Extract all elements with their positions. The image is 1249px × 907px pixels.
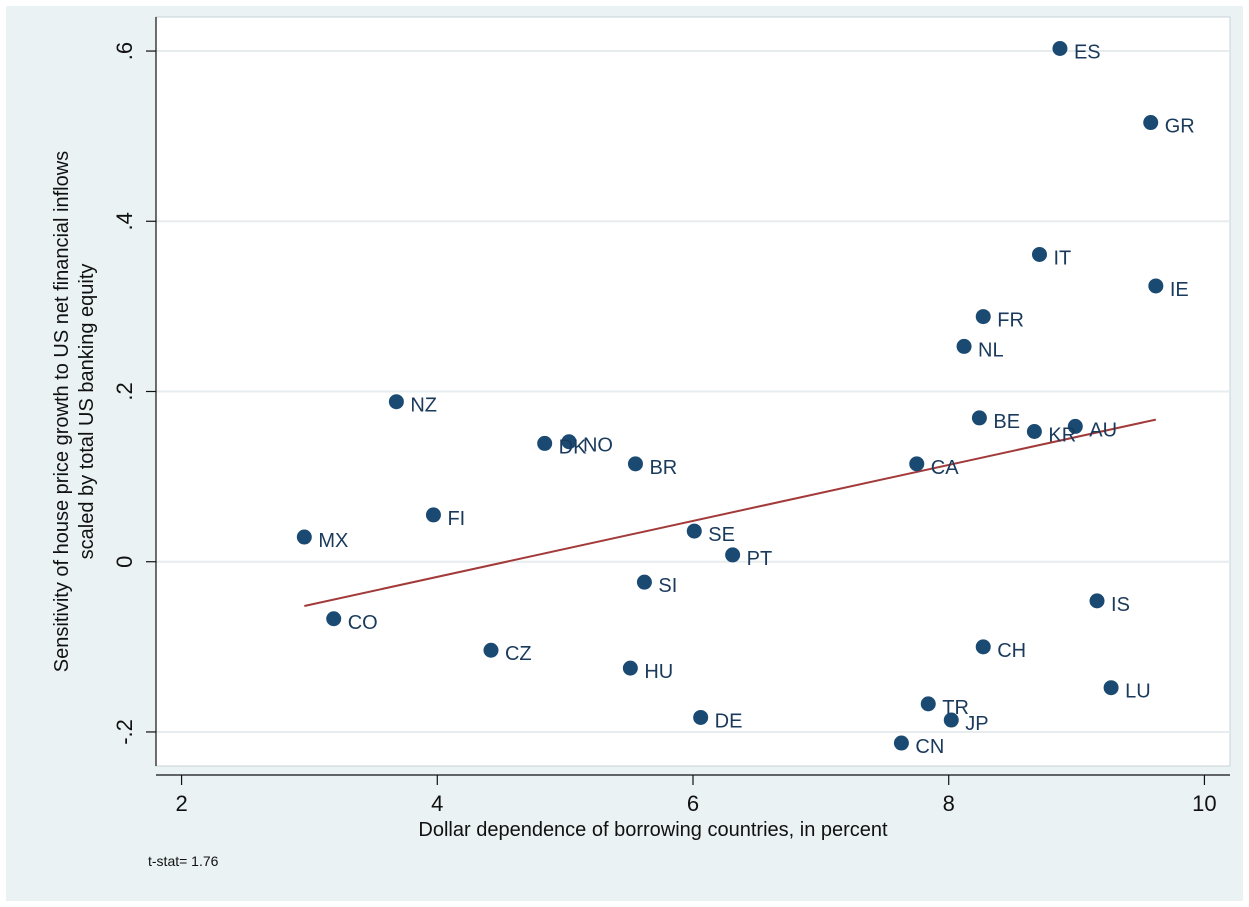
axes: -.2 0 .2 .4 .6 2 4 6 8 10 bbox=[112, 17, 1230, 816]
x-tick-label: 2 bbox=[175, 791, 187, 816]
gridlines bbox=[156, 50, 1230, 733]
x-tick-label: 8 bbox=[943, 791, 955, 816]
data-point bbox=[725, 547, 741, 563]
data-point bbox=[975, 309, 991, 325]
point-label: FR bbox=[997, 310, 1024, 332]
data-point bbox=[296, 529, 312, 545]
data-point bbox=[326, 611, 342, 627]
y-tick-label: .2 bbox=[112, 382, 137, 400]
y-tick-label: 0 bbox=[112, 556, 137, 568]
data-point bbox=[627, 456, 643, 472]
point-label: IE bbox=[1170, 279, 1189, 301]
data-point bbox=[388, 394, 404, 410]
x-tick-label: 6 bbox=[687, 791, 699, 816]
point-label: CN bbox=[915, 736, 944, 758]
point-label: TR bbox=[942, 697, 969, 719]
point-label: GR bbox=[1165, 116, 1195, 138]
y-tick-label: .6 bbox=[112, 42, 137, 60]
x-axis-title: Dollar dependence of borrowing countries… bbox=[418, 819, 888, 841]
data-point bbox=[975, 639, 991, 655]
scatter-chart: -.2 0 .2 .4 .6 2 4 6 8 10 ES GR IT IE FR NL NZ BE KR AU DKN… bbox=[51, 16, 1231, 869]
point-label: IS bbox=[1111, 594, 1130, 616]
data-point bbox=[909, 456, 925, 472]
point-label: NL bbox=[978, 339, 1004, 361]
point-label: MX bbox=[318, 530, 348, 552]
fit-line bbox=[304, 418, 1157, 607]
data-point bbox=[943, 712, 959, 728]
data-point bbox=[971, 410, 987, 426]
data-point bbox=[893, 735, 909, 751]
data-point bbox=[920, 696, 936, 712]
point-label: DE bbox=[715, 710, 743, 732]
point-label: CZ bbox=[505, 643, 532, 665]
point-label: IT bbox=[1053, 247, 1071, 269]
point-label: BE bbox=[993, 411, 1020, 433]
point-label: CH bbox=[997, 640, 1026, 662]
data-point bbox=[956, 338, 972, 354]
data-point bbox=[1103, 680, 1119, 696]
data-point bbox=[1026, 424, 1042, 440]
data-point bbox=[622, 660, 638, 676]
t-stat-note: t-stat= 1.76 bbox=[148, 853, 219, 869]
point-label: JP bbox=[965, 713, 988, 735]
y-tick-label: .4 bbox=[112, 212, 137, 230]
point-label: FI bbox=[447, 508, 465, 530]
point-label: DK bbox=[559, 436, 587, 458]
data-point bbox=[1089, 593, 1105, 609]
point-label: HU bbox=[644, 661, 673, 683]
data-points bbox=[296, 40, 1164, 751]
y-tick-label: -.2 bbox=[112, 719, 137, 745]
data-point bbox=[693, 709, 709, 725]
y-axis-title-line-2: scaled by total US banking equity bbox=[76, 264, 98, 560]
point-label: NZ bbox=[410, 395, 437, 417]
chart-background: -.2 0 .2 .4 .6 2 4 6 8 10 ES GR IT IE FR NL NZ BE KR AU DK N… bbox=[6, 6, 1243, 901]
x-tick-label: 4 bbox=[431, 791, 443, 816]
data-point bbox=[425, 507, 441, 523]
data-point bbox=[636, 574, 652, 590]
point-label: NO bbox=[583, 435, 613, 457]
point-label: SI bbox=[658, 575, 677, 597]
point-label: BR bbox=[649, 457, 677, 479]
data-point bbox=[1031, 246, 1047, 262]
x-tick-label: 10 bbox=[1192, 791, 1216, 816]
data-point bbox=[537, 435, 553, 451]
data-point bbox=[1067, 418, 1083, 434]
data-point bbox=[483, 642, 499, 658]
point-label: CA bbox=[931, 457, 959, 479]
fit-line-group bbox=[304, 418, 1157, 607]
point-label: LU bbox=[1125, 681, 1151, 703]
point-label: CO bbox=[348, 612, 378, 634]
data-point bbox=[1148, 278, 1164, 294]
point-label: AU bbox=[1089, 419, 1117, 441]
point-label: KR bbox=[1048, 425, 1076, 447]
data-point bbox=[686, 523, 702, 539]
point-label: ES bbox=[1074, 41, 1101, 63]
y-axis-title-line-1: Sensitivity of house price growth to US … bbox=[51, 151, 73, 672]
data-point bbox=[1143, 115, 1159, 131]
data-point bbox=[561, 434, 577, 450]
y-axis-title: Sensitivity of house price growth to US … bbox=[51, 151, 98, 672]
point-label: PT bbox=[747, 548, 773, 570]
point-label: SE bbox=[708, 524, 735, 546]
data-point bbox=[1052, 40, 1068, 56]
